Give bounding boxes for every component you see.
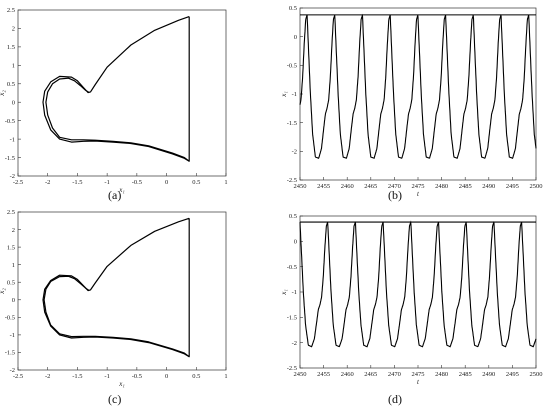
x-tick-label: -2.5 <box>13 373 23 380</box>
plot-frame <box>17 9 227 177</box>
y-axis-label: x₂ <box>0 90 6 97</box>
y-tick-label: -2 <box>292 149 297 156</box>
x-tick-label: 2470 <box>388 183 401 190</box>
time-series-line <box>299 220 537 348</box>
time-series-line <box>299 13 537 159</box>
x-tick-label: 2460 <box>341 371 354 378</box>
x-tick-label: 2490 <box>482 183 495 190</box>
y-tick-label: -2 <box>10 173 15 180</box>
y-tick-label: 1.5 <box>7 44 15 51</box>
x-tick-label: 2455 <box>317 371 330 378</box>
plot-frame <box>299 215 537 369</box>
caption-b: (b) <box>388 188 402 202</box>
phase-trajectory-0 <box>42 217 190 358</box>
x-tick-label: -2 <box>45 373 50 380</box>
y-tick-label: -1 <box>10 136 15 143</box>
x-tick-label: 2490 <box>482 371 495 378</box>
phase-trajectory-1 <box>45 77 190 162</box>
y-tick-label: 2.5 <box>7 209 15 216</box>
panel-a: -2.5 -2 -1.5 -1 -0.5 0 0.5 1-2-1.5-1-0.500.511.… <box>0 7 228 194</box>
y-tick-label: 0 <box>294 239 297 246</box>
x-tick-label: -0.5 <box>132 179 142 186</box>
x-tick-label: -1.5 <box>72 179 82 186</box>
x-tick-label: 2460 <box>341 183 354 190</box>
x-tick-label: 1 <box>224 373 227 380</box>
y-tick-label: 2 <box>12 26 15 33</box>
panel-d: 2450 2455 2460 2465 2470 2475 2480 2485 2490 2495… <box>280 213 543 386</box>
y-tick-label: -2.5 <box>287 365 297 372</box>
y-tick-label: 0 <box>294 34 297 41</box>
y-tick-label: 2.5 <box>7 7 15 14</box>
x-tick-label: 0 <box>165 373 168 380</box>
y-tick-label: 1 <box>12 63 15 70</box>
y-tick-label: -0.5 <box>5 315 15 322</box>
x-tick-label: 2495 <box>506 371 519 378</box>
caption-c: (c) <box>108 392 122 406</box>
y-axis-label: x₁ <box>280 289 288 296</box>
y-tick-label: -1 <box>292 91 297 98</box>
x-tick-label: 2450 <box>294 371 307 378</box>
x-tick-label: 2465 <box>364 371 377 378</box>
panel-c: -2.5 -2 -1.5 -1 -0.5 0 0.5 1-2-1.5-1-0.500.511.… <box>0 209 228 388</box>
x-tick-label: -1.5 <box>72 373 82 380</box>
y-tick-label: 0.5 <box>289 213 297 220</box>
plot-frame <box>17 211 227 371</box>
y-tick-label: -1.5 <box>5 350 15 357</box>
x-axis-label: x₁ <box>118 380 125 388</box>
x-tick-label: -1 <box>104 179 109 186</box>
x-axis-label: t <box>417 190 420 198</box>
y-tick-label: -1.5 <box>287 315 297 322</box>
y-tick-label: 2 <box>12 227 15 234</box>
x-tick-label: 2455 <box>317 183 330 190</box>
caption-a: (a) <box>108 188 122 202</box>
x-tick-label: 2475 <box>412 371 425 378</box>
y-tick-label: -2 <box>292 340 297 347</box>
y-tick-label: -2 <box>10 367 15 374</box>
y-axis-label: x₁ <box>280 91 288 98</box>
y-tick-label: 0.5 <box>7 81 15 88</box>
panel-b: 2450 2455 2460 2465 2470 2475 2480 2485 2490 2495… <box>280 5 543 198</box>
x-tick-label: -2.5 <box>13 179 23 186</box>
x-tick-label: 2495 <box>506 183 519 190</box>
y-tick-label: -1 <box>10 332 15 339</box>
y-axis-label: x₂ <box>0 288 6 295</box>
x-axis-label: t <box>417 378 420 386</box>
x-tick-label: -0.5 <box>132 373 142 380</box>
x-tick-label: 2500 <box>530 371 543 378</box>
y-tick-label: -1 <box>292 289 297 296</box>
y-tick-label: 0.5 <box>7 279 15 286</box>
x-tick-label: 2470 <box>388 371 401 378</box>
x-tick-label: 2480 <box>435 183 448 190</box>
x-tick-label: 2485 <box>459 183 472 190</box>
x-tick-label: 2500 <box>530 183 543 190</box>
x-tick-label: 2465 <box>364 183 377 190</box>
x-tick-label: 0.5 <box>192 373 200 380</box>
y-tick-label: -1.5 <box>287 120 297 127</box>
x-tick-label: 2450 <box>294 183 307 190</box>
y-tick-label: -1.5 <box>5 155 15 162</box>
x-tick-label: -2 <box>45 179 50 186</box>
phase-trajectory-1 <box>43 275 190 358</box>
x-tick-label: 1 <box>224 179 227 186</box>
x-tick-label: 0.5 <box>192 179 200 186</box>
x-tick-label: 2485 <box>459 371 472 378</box>
y-tick-label: -0.5 <box>5 118 15 125</box>
x-tick-label: -1 <box>104 373 109 380</box>
y-tick-label: -0.5 <box>287 63 297 70</box>
x-tick-label: 2475 <box>412 183 425 190</box>
y-tick-label: -2.5 <box>287 177 297 184</box>
x-axis-label: x₁ <box>118 186 125 194</box>
y-tick-label: 0.5 <box>289 5 297 12</box>
y-tick-label: 1.5 <box>7 244 15 251</box>
x-tick-label: 0 <box>165 179 168 186</box>
y-tick-label: -0.5 <box>287 264 297 271</box>
caption-d: (d) <box>388 392 402 406</box>
x-tick-label: 2480 <box>435 371 448 378</box>
phase-trajectory-0 <box>42 16 190 162</box>
y-tick-label: 0 <box>12 297 15 304</box>
y-tick-label: 0 <box>12 99 15 106</box>
y-tick-label: 1 <box>12 262 15 269</box>
